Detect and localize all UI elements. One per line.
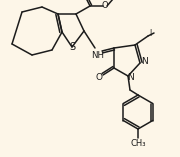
Text: O: O xyxy=(96,73,102,81)
Text: N: N xyxy=(128,73,134,82)
Text: I: I xyxy=(149,30,151,38)
Text: CH₃: CH₃ xyxy=(130,138,146,147)
Text: O: O xyxy=(102,0,108,10)
Text: O: O xyxy=(83,0,89,3)
Text: NH: NH xyxy=(91,51,105,60)
Text: S: S xyxy=(69,42,75,52)
Text: N: N xyxy=(141,57,147,65)
